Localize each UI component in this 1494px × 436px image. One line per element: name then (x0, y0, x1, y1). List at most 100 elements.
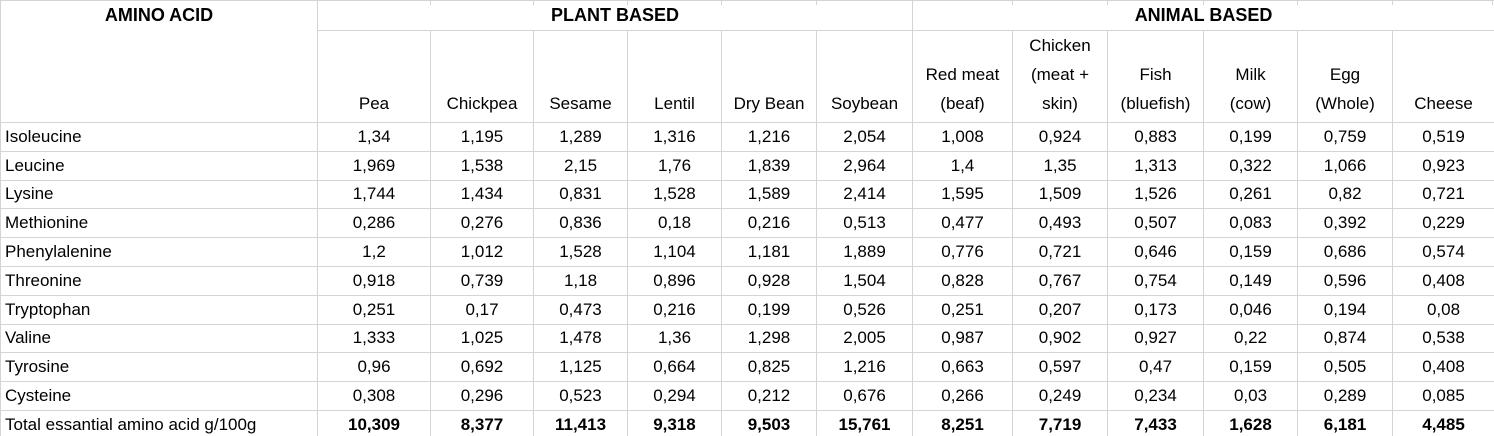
total-row-label: Total essantial amino acid g/100g (0, 409, 318, 436)
cell: 0,896 (627, 265, 722, 296)
gridline-stub (627, 0, 628, 5)
cell: 1,008 (912, 122, 1014, 152)
cell: 0,825 (721, 352, 817, 383)
cell: 9,503 (721, 409, 817, 436)
cell: 1,181 (721, 237, 817, 267)
cell: 0,229 (1392, 208, 1494, 239)
row-label-6: Tryptophan (0, 294, 318, 325)
cell: 0,234 (1107, 381, 1205, 411)
cell: 0,276 (430, 208, 534, 239)
cell: 0,308 (317, 381, 431, 411)
cell: 2,414 (815, 179, 914, 210)
cell: 0,692 (430, 352, 534, 383)
cell: 0,18 (627, 208, 722, 239)
cell: 0,883 (1107, 122, 1205, 152)
gridline-stub (1297, 0, 1298, 5)
row-label-2: Lysine (0, 179, 318, 210)
cell: 1,104 (627, 237, 722, 267)
cell: 0,596 (1297, 265, 1394, 296)
column-header-2: Sesame (533, 30, 628, 123)
cell: 2,15 (533, 150, 628, 181)
gridline-stub (1203, 0, 1204, 5)
table-row: Tryptophan 0,251 0,17 0,473 0,216 0,199 0,526 0… (0, 294, 1494, 325)
cell: 0,523 (533, 381, 628, 411)
column-header-4: Dry Bean (721, 30, 817, 123)
column-header-row: Pea Chickpea Sesame Lentil Dry Bean Soybean Re… (1, 30, 1494, 123)
cell: 0,286 (317, 208, 431, 239)
cell: 0,918 (317, 265, 431, 296)
gridline-stub (912, 0, 913, 5)
cell: 0,159 (1203, 237, 1299, 267)
cell: 1,216 (721, 122, 817, 152)
column-header-5: Soybean (815, 30, 914, 123)
cell: 1,066 (1297, 150, 1394, 181)
cell: 0,507 (1107, 208, 1205, 239)
cell: 0,212 (721, 381, 817, 411)
column-header-11: Cheese (1392, 30, 1494, 123)
cell: 0,828 (912, 265, 1014, 296)
cell: 0,831 (533, 179, 628, 210)
column-header-8: Fish (bluefish) (1107, 30, 1205, 123)
cell: 2,964 (815, 150, 914, 181)
cell: 0,322 (1203, 150, 1299, 181)
cell: 0,739 (430, 265, 534, 296)
cell: 0,538 (1392, 323, 1494, 354)
cell: 0,216 (627, 294, 722, 325)
cell: 0,408 (1392, 265, 1494, 296)
cell: 0,083 (1203, 208, 1299, 239)
column-header-7: Chicken (meat + skin) (1012, 30, 1109, 123)
cell: 0,149 (1203, 265, 1299, 296)
cell: 0,408 (1392, 352, 1494, 383)
cell: 0,836 (533, 208, 628, 239)
cell: 0,194 (1297, 294, 1394, 325)
cell: 0,477 (912, 208, 1014, 239)
cell: 1,595 (912, 179, 1014, 210)
gridline-stub (317, 0, 318, 5)
gridline-stub (721, 0, 722, 5)
cell: 1,2 (317, 237, 431, 267)
cell: 0,987 (912, 323, 1014, 354)
table-row: Methionine 0,286 0,276 0,836 0,18 0,216 0,513 0… (0, 208, 1494, 239)
row-label-9: Cysteine (0, 381, 318, 411)
cell: 0,392 (1297, 208, 1394, 239)
cell: 1,628 (1203, 409, 1299, 436)
cell: 11,413 (533, 409, 628, 436)
gridline-stub (0, 0, 1, 5)
cell: 1,025 (430, 323, 534, 354)
table-row: Tyrosine 0,96 0,692 1,125 0,664 0,825 1,216 0,6… (0, 352, 1494, 383)
cell: 1,76 (627, 150, 722, 181)
gridline-stub (1107, 0, 1108, 5)
cell: 0,776 (912, 237, 1014, 267)
cell: 0,82 (1297, 179, 1394, 210)
cell: 0,574 (1392, 237, 1494, 267)
row-label-0: Isoleucine (0, 122, 318, 152)
cell: 0,759 (1297, 122, 1394, 152)
cell: 7,433 (1107, 409, 1205, 436)
cell: 0,96 (317, 352, 431, 383)
cell: 0,22 (1203, 323, 1299, 354)
cell: 1,34 (317, 122, 431, 152)
cell: 1,289 (533, 122, 628, 152)
cell: 9,318 (627, 409, 722, 436)
cell: 0,266 (912, 381, 1014, 411)
cell: 0,505 (1297, 352, 1394, 383)
cell: 0,207 (1012, 294, 1109, 325)
cell: 0,924 (1012, 122, 1109, 152)
gridline-stub (1492, 0, 1493, 5)
cell: 0,046 (1203, 294, 1299, 325)
cell: 0,597 (1012, 352, 1109, 383)
cell: 8,251 (912, 409, 1014, 436)
cell: 7,719 (1012, 409, 1109, 436)
cell: 1,589 (721, 179, 817, 210)
row-label-3: Methionine (0, 208, 318, 239)
column-header-1: Chickpea (430, 30, 534, 123)
cell: 0,085 (1392, 381, 1494, 411)
cell: 1,36 (627, 323, 722, 354)
cell: 1,18 (533, 265, 628, 296)
cell: 1,526 (1107, 179, 1205, 210)
cell: 0,754 (1107, 265, 1205, 296)
cell: 15,761 (815, 409, 914, 436)
cell: 0,473 (533, 294, 628, 325)
row-label-1: Leucine (0, 150, 318, 181)
cell: 0,513 (815, 208, 914, 239)
